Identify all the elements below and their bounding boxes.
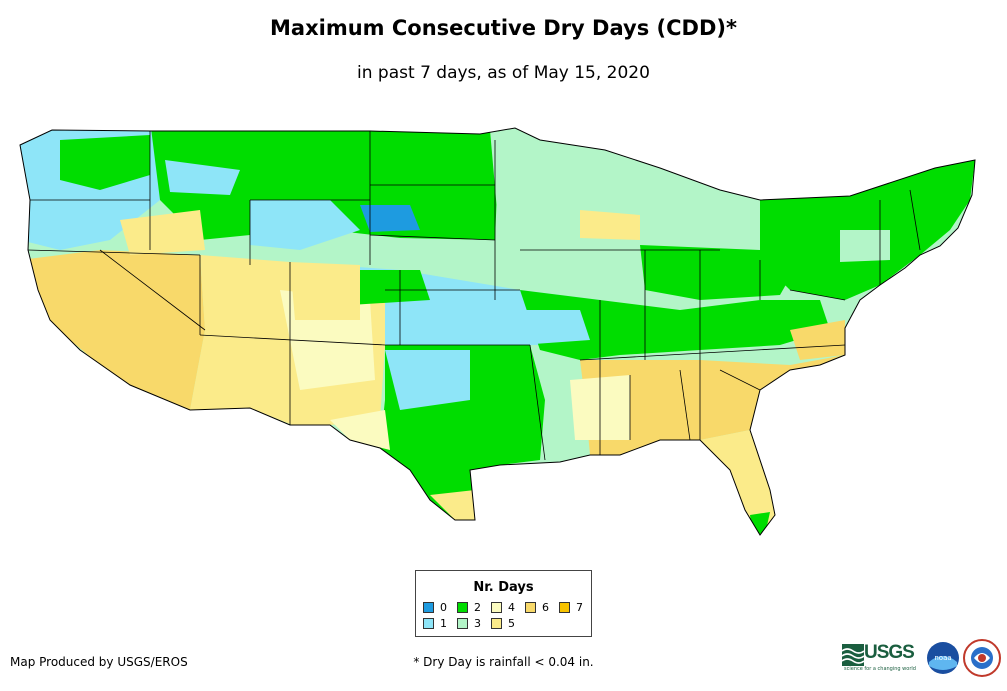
patch-virginia-yellow <box>790 320 845 360</box>
patch-south-texas-yellow <box>430 490 475 520</box>
map-subtitle: in past 7 days, as of May 15, 2020 <box>357 63 650 83</box>
region-ohio-valley <box>520 290 830 360</box>
legend-label-1: 1 <box>440 617 447 630</box>
region-florida <box>700 430 775 535</box>
agency-logos: USGS science for a changing world noaa <box>842 638 1002 678</box>
patch-ny-light <box>840 230 890 262</box>
patch-dakota-dark-blue <box>360 205 420 232</box>
legend-label-0: 0 <box>440 601 447 614</box>
legend-title: Nr. Days <box>473 580 534 595</box>
region-northern-plains <box>150 128 500 240</box>
nws-logo-icon <box>963 639 1001 677</box>
legend-label-6: 6 <box>542 601 549 614</box>
patch-mo-blue <box>510 310 590 345</box>
patch-montana-blue <box>165 160 240 195</box>
patch-colorado-yellow <box>290 262 360 320</box>
region-upper-midwest <box>490 130 720 250</box>
usgs-wave-icon <box>842 644 865 666</box>
usgs-tagline: science for a changing world <box>844 666 916 672</box>
patch-idaho-yellow <box>120 210 205 255</box>
map-legend: Nr. Days 0 1 2 3 4 5 6 7 <box>415 570 592 637</box>
legend-label-2: 2 <box>474 601 481 614</box>
map-credit: Map Produced by USGS/EROS <box>10 655 188 669</box>
patch-west-texas-blue <box>385 350 470 410</box>
usgs-logo-text: USGS <box>864 642 915 663</box>
patch-trans-pecos <box>330 410 390 450</box>
state-boundaries <box>19 127 976 536</box>
legend-label-4: 4 <box>508 601 515 614</box>
noaa-logo-text: noaa <box>934 654 951 662</box>
patch-pnw-green <box>60 135 150 190</box>
map-title: Maximum Consecutive Dry Days (CDD)* <box>270 16 737 40</box>
legend-swatch-7 <box>559 602 570 613</box>
us-cdd-map <box>19 127 976 536</box>
legend-label-5: 5 <box>508 617 515 630</box>
legend-swatch-6 <box>525 602 536 613</box>
legend-swatch-0 <box>423 602 434 613</box>
dry-day-footnote: * Dry Day is rainfall < 0.04 in. <box>413 655 594 669</box>
region-california-great-basin <box>20 250 205 410</box>
legend-label-3: 3 <box>474 617 481 630</box>
legend-swatch-3 <box>457 618 468 629</box>
patch-wisconsin-yellow <box>580 210 640 240</box>
noaa-logo-icon: noaa <box>927 642 959 674</box>
patch-wyoming-blue <box>250 200 360 250</box>
legend-swatch-5 <box>491 618 502 629</box>
legend-swatch-4 <box>491 602 502 613</box>
legend-swatch-2 <box>457 602 468 613</box>
legend-swatch-1 <box>423 618 434 629</box>
legend-label-7: 7 <box>576 601 583 614</box>
